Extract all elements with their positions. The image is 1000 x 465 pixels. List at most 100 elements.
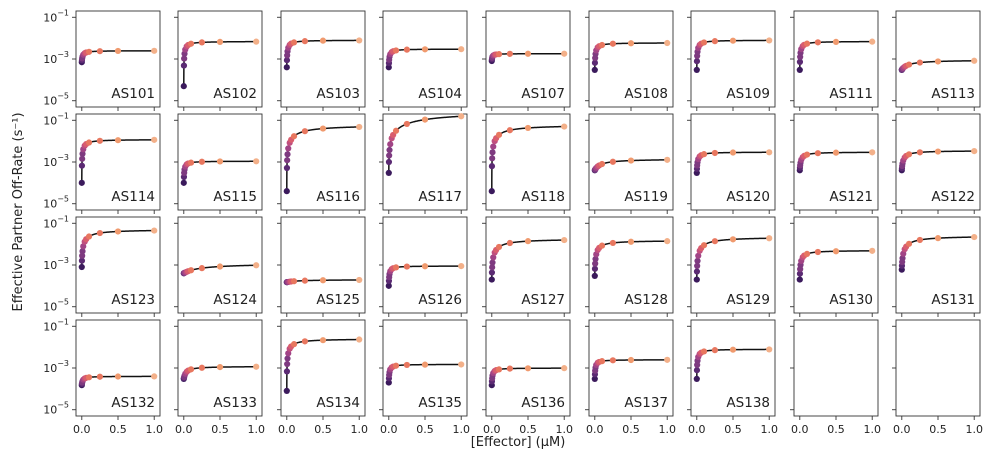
panel-label: AS114: [111, 189, 155, 205]
fit-curve: [81, 229, 155, 268]
fit-curve: [901, 236, 975, 270]
panel-label: AS116: [316, 189, 360, 205]
data-point: [180, 62, 188, 69]
data-point: [385, 169, 392, 177]
data-point: [187, 366, 195, 373]
data-point: [187, 159, 195, 166]
data-point: [421, 263, 429, 270]
data-point: [591, 59, 599, 66]
data-point: [489, 264, 496, 271]
data-point: [694, 262, 701, 270]
panel-as134: 0.0 0.5 1.0 AS134: [277, 319, 368, 436]
fit-curve: [286, 39, 360, 68]
data-point: [796, 276, 803, 283]
panel-label: AS101: [111, 86, 155, 102]
data-point: [814, 248, 822, 256]
data-point: [216, 38, 224, 46]
data-point: [458, 113, 465, 120]
panel-label: AS133: [213, 395, 257, 411]
x-tick-label: 0.0: [483, 423, 501, 436]
data-point: [85, 374, 93, 381]
x-tick-label: 1.0: [555, 423, 573, 436]
data-point: [181, 55, 188, 62]
data-point: [78, 263, 85, 271]
fit-curve: [491, 239, 565, 280]
data-point: [561, 50, 568, 57]
data-point: [319, 125, 327, 132]
data-point: [591, 265, 599, 272]
panel-as107: AS107: [482, 10, 571, 111]
x-tick-label: 1.0: [350, 423, 368, 436]
y-tick-label: 10−1: [43, 317, 69, 333]
panel-as115: AS115: [174, 113, 263, 214]
data-point: [869, 247, 876, 254]
data-point: [290, 133, 298, 140]
panel-label: AS117: [418, 189, 462, 205]
panel-as136: 0.0 0.5 1.0 AS136: [482, 319, 573, 436]
data-point: [489, 149, 496, 156]
data-point: [385, 158, 393, 166]
x-tick-label: 0.5: [622, 423, 640, 436]
data-point: [591, 66, 598, 74]
data-point: [85, 139, 93, 146]
data-point: [488, 188, 495, 195]
data-point: [506, 239, 513, 247]
data-point: [392, 362, 400, 369]
panel-as135: 0.0 0.5 1.0 AS135: [379, 319, 470, 436]
data-point: [796, 58, 804, 66]
x-tick-label: 0.5: [416, 423, 434, 436]
panel-as102: AS102: [174, 10, 263, 111]
data-point: [495, 131, 503, 138]
panel-label: AS111: [829, 86, 873, 102]
panel-label: AS123: [111, 292, 155, 308]
data-point: [934, 235, 942, 242]
data-point: [524, 238, 532, 245]
data-point: [284, 355, 291, 362]
x-tick-label: 0.0: [791, 423, 809, 436]
fit-curve: [594, 42, 668, 70]
x-tick-label: 0.0: [893, 423, 911, 436]
data-point: [627, 40, 635, 47]
data-point: [609, 239, 617, 247]
data-point: [290, 341, 298, 348]
data-point: [403, 263, 410, 270]
data-point: [216, 263, 224, 270]
x-tick-label: 1.0: [145, 423, 163, 436]
panel-label: AS128: [624, 292, 668, 308]
panel-label: AS134: [316, 395, 360, 411]
panel-as108: AS108: [585, 10, 674, 111]
data-point: [971, 233, 978, 241]
data-point: [488, 276, 495, 283]
panel-as127: AS127: [482, 216, 571, 317]
data-point: [283, 188, 290, 195]
data-point: [488, 163, 496, 170]
fit-curve: [388, 115, 462, 173]
panel-as125: AS125: [277, 216, 366, 317]
data-point: [285, 145, 292, 152]
data-point: [114, 137, 122, 144]
data-point: [598, 160, 606, 168]
data-point: [96, 48, 103, 55]
fit-curve: [286, 126, 360, 192]
data-point: [283, 57, 291, 64]
data-point: [301, 277, 308, 284]
x-tick-label: 0.0: [688, 423, 706, 436]
panel-as123: 10−1 10−3 10−5 AS123: [43, 214, 161, 317]
panel-as103: AS103: [277, 10, 366, 111]
data-point: [458, 263, 465, 270]
data-point: [180, 83, 187, 90]
data-point: [803, 40, 811, 47]
panel-label: AS107: [521, 86, 565, 102]
y-tick-label: 10−5: [43, 401, 69, 417]
panel-as118: AS118: [482, 113, 571, 214]
data-point: [198, 265, 205, 272]
data-point: [85, 233, 93, 240]
panel-label: AS127: [521, 292, 565, 308]
x-tick-label: 0.5: [827, 423, 845, 436]
data-point: [695, 252, 702, 259]
data-point: [253, 363, 260, 370]
data-point: [916, 59, 924, 66]
panel-label: AS103: [316, 86, 360, 102]
y-tick-label: 10−3: [43, 256, 69, 272]
panel-as121: AS121: [790, 113, 879, 214]
